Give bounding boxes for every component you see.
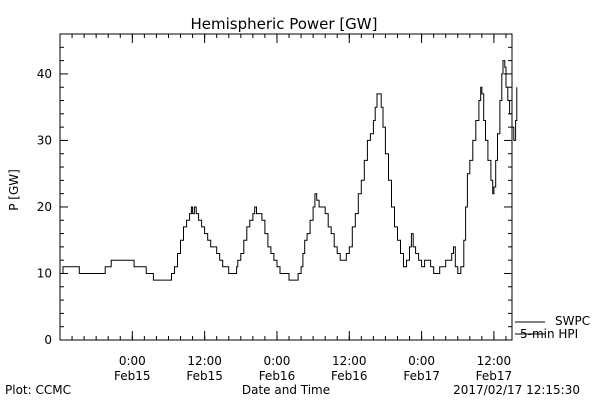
x-tick-label-date: Feb17 — [403, 369, 440, 383]
footer-left-credit: Plot: CCMC — [5, 383, 71, 397]
x-tick-label-date: Feb15 — [114, 369, 151, 383]
footer-right-timestamp: 2017/02/17 12:15:30 — [453, 383, 580, 397]
y-tick-label: 0 — [44, 333, 52, 347]
x-axis-ticks: 0:00Feb1512:00Feb150:00Feb1612:00Feb160:… — [59, 34, 513, 383]
series-layer — [60, 60, 518, 281]
chart-title: Hemispheric Power [GW] — [191, 15, 378, 33]
x-tick-label-time: 0:00 — [263, 354, 290, 368]
x-tick-label-time: 0:00 — [119, 354, 146, 368]
y-axis-ticks: 0 10 20 30 40 — [37, 33, 512, 347]
x-tick-label-date: Feb15 — [186, 369, 223, 383]
y-tick-label: 20 — [37, 200, 52, 214]
x-axis-label: Date and Time — [242, 383, 330, 397]
x-tick-label-date: Feb17 — [476, 369, 513, 383]
y-axis-label: P [GW] — [7, 169, 21, 211]
x-tick-label-date: Feb16 — [331, 369, 368, 383]
x-tick-label-date: Feb16 — [259, 369, 296, 383]
plot-frame — [59, 33, 513, 341]
x-tick-label-time: 12:00 — [477, 354, 512, 368]
y-tick-label: 40 — [37, 67, 52, 81]
x-tick-label-time: 0:00 — [408, 354, 435, 368]
x-tick-label-time: 12:00 — [187, 354, 222, 368]
legend-swpc-label: SWPC — [555, 314, 590, 328]
x-tick-label-time: 12:00 — [332, 354, 367, 368]
legend-hpi-label: 5-min HPI — [520, 327, 578, 341]
legend: SWPC 5-min HPI — [515, 314, 590, 341]
y-tick-label: 10 — [37, 266, 52, 280]
series-line-hpi — [60, 60, 518, 281]
y-tick-label: 30 — [37, 133, 52, 147]
